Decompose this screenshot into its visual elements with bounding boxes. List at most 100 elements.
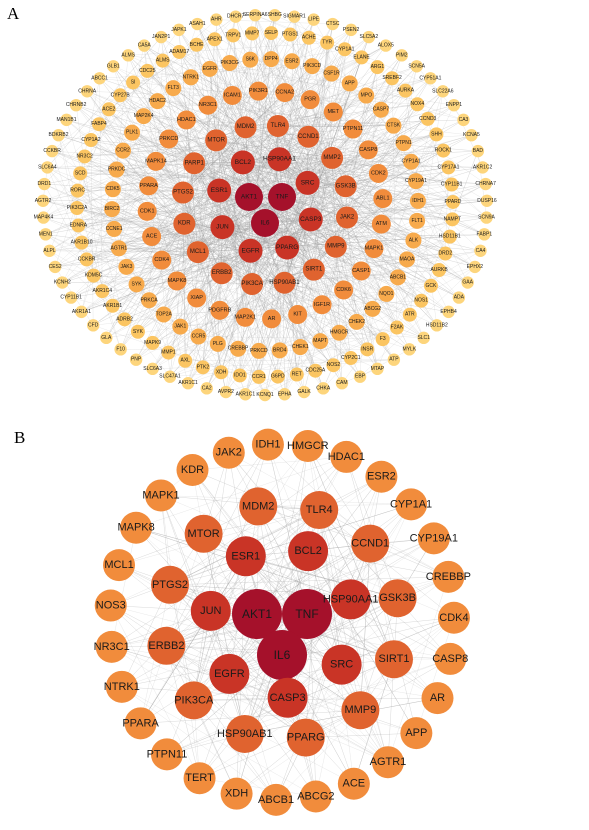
node-label: MMP7	[245, 30, 260, 36]
node-circle	[444, 177, 459, 192]
node-circle	[409, 212, 426, 229]
edge	[128, 55, 454, 106]
node-circle	[149, 93, 166, 110]
node-label: ALOX5	[378, 43, 394, 49]
edge	[178, 29, 314, 270]
edge	[147, 70, 217, 141]
node-label: ATP	[389, 357, 399, 363]
node-rorc: RORC	[70, 183, 85, 198]
node-circle	[292, 339, 309, 356]
node-label: CYP1A2	[81, 137, 100, 143]
node-label: NAMPT	[444, 216, 462, 222]
node-label: PTGS2	[152, 579, 188, 591]
node-label: ERBB2	[212, 270, 232, 276]
node-circle	[301, 30, 316, 45]
node-label: CES2	[49, 264, 62, 270]
node-label: SI	[131, 79, 136, 85]
node-label: APP	[345, 80, 356, 86]
node-label: JAK1	[174, 324, 186, 330]
node-label: CCNE1	[106, 226, 123, 232]
edge	[108, 16, 236, 110]
node-nr3c1: NR3C1	[198, 95, 218, 115]
node-label: BRD4	[273, 347, 287, 353]
edge	[416, 617, 455, 734]
node-circle	[70, 183, 85, 198]
edge	[206, 217, 348, 389]
node-label: IL6	[260, 220, 269, 227]
edge	[49, 217, 348, 251]
node-circle	[263, 51, 280, 68]
node-circle	[326, 358, 341, 373]
node-il6: IL6	[257, 630, 307, 680]
node-ppara: PPARA	[122, 707, 159, 740]
edge	[313, 19, 446, 254]
node-circle	[129, 353, 143, 366]
node-label: AKT1	[242, 607, 272, 621]
node-circle	[273, 271, 296, 294]
node-circle	[205, 129, 228, 152]
node-label: AKR1B1	[103, 303, 122, 309]
node-circle	[461, 276, 474, 289]
node-circle	[37, 211, 50, 224]
node-label: DHCR7	[227, 14, 244, 20]
edge	[110, 509, 320, 606]
node-circle	[52, 129, 65, 142]
node-bad: BAD	[471, 144, 485, 158]
node-circle	[334, 280, 354, 300]
node-mdm2: MDM2	[239, 487, 278, 526]
node-label: SIRT1	[305, 267, 323, 273]
node-label: AURKA	[397, 88, 415, 94]
node-label: ACE	[146, 234, 158, 240]
node-circle	[268, 8, 282, 22]
node-circle	[251, 209, 279, 237]
node-circle	[75, 305, 88, 319]
edge	[245, 186, 346, 395]
node-label: F10	[116, 346, 125, 352]
node-label: MAPK8	[168, 278, 187, 284]
node-label: HSP90AA1	[263, 156, 296, 163]
node-label: NR3C1	[199, 102, 217, 108]
node-circle	[434, 642, 467, 675]
node-ccnd3: CCND3	[419, 111, 437, 126]
edge	[182, 78, 393, 193]
node-cyp11b1: CYP11B1	[441, 177, 463, 192]
node-circle	[146, 151, 166, 171]
node-label: CA3	[459, 117, 469, 123]
node-circle	[266, 114, 289, 137]
node-label: TNF	[295, 607, 318, 621]
node-label: CYP27B	[111, 92, 131, 98]
node-label: KDM5C	[85, 273, 103, 279]
node-label: SLC22A6	[432, 88, 454, 94]
node-hsp90aa1: HSP90AA1	[323, 579, 379, 620]
node-label: ABCB1	[390, 274, 407, 280]
node-map2k1: MAP2K1	[234, 307, 256, 327]
edge	[281, 67, 378, 198]
node-circle	[86, 319, 100, 332]
node-scn9a: SCN9A	[478, 211, 496, 224]
node-label: PLK1	[126, 130, 138, 136]
edge	[166, 509, 320, 646]
node-csf1r: CSF1R	[323, 65, 340, 82]
node-label: PTGS2	[173, 190, 193, 196]
node-circle	[147, 626, 186, 665]
node-label: GLA	[101, 335, 112, 341]
node-label: AKR1A1	[72, 309, 91, 315]
node-label: FABP1	[477, 231, 493, 237]
node-circle	[410, 97, 425, 112]
node-circle	[417, 331, 430, 345]
node-label: NTRK1	[183, 74, 200, 80]
node-jan2p1: JAN2P1	[152, 30, 171, 44]
node-slc5a2: SLC5A2	[360, 30, 378, 44]
node-label: MTOR	[188, 528, 220, 540]
node-circle	[210, 13, 223, 26]
node-circle	[260, 783, 293, 816]
node-rock1: ROCK1	[435, 143, 452, 158]
edge	[346, 217, 408, 260]
node-circle	[278, 388, 291, 401]
node-circle	[74, 235, 89, 250]
node-label: TYR	[322, 40, 332, 46]
node-circle	[371, 746, 404, 779]
node-aurkb: AURKB	[430, 263, 448, 278]
edge	[281, 196, 285, 395]
edge	[124, 251, 199, 320]
